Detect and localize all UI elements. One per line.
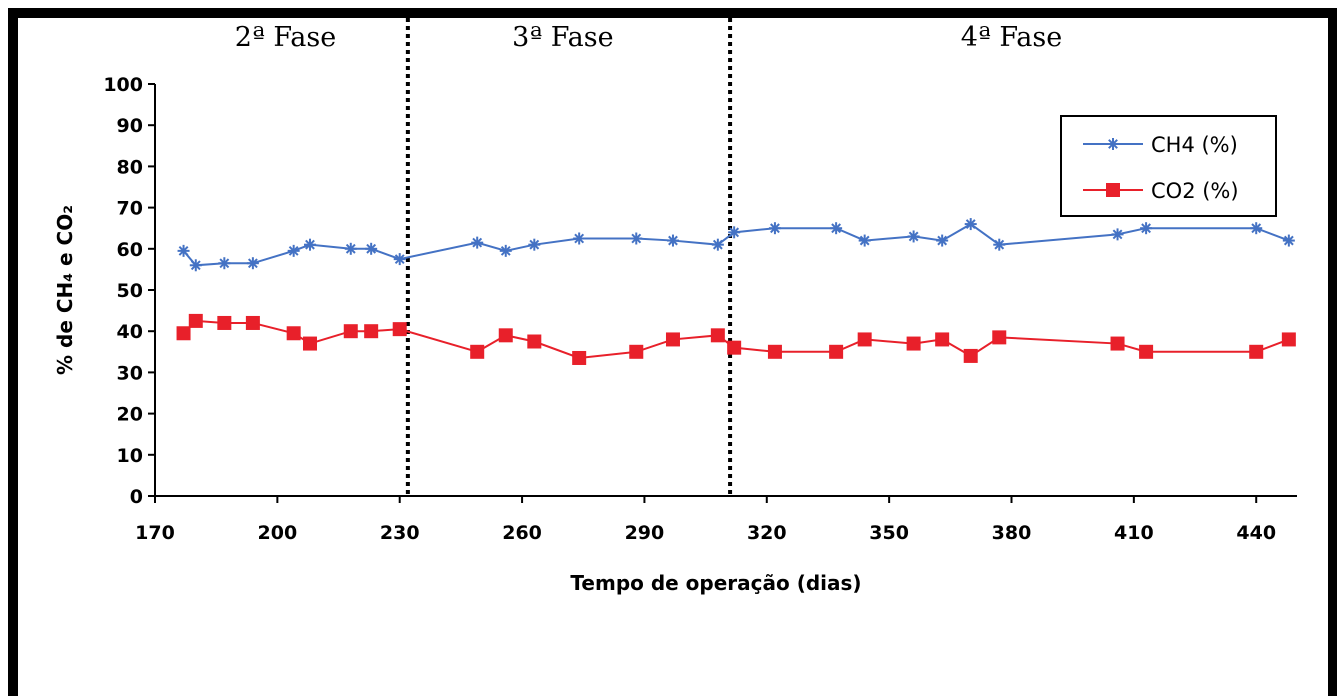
data-point [364, 324, 379, 339]
data-point [470, 344, 485, 359]
data-point [188, 313, 203, 328]
data-point [527, 334, 542, 349]
data-point [189, 259, 202, 272]
x-tick-label: 320 [747, 522, 787, 544]
legend: CH4 (%) CO2 (%) [1060, 115, 1277, 217]
data-point [830, 222, 843, 235]
data-point [303, 238, 316, 251]
x-tick-label: 410 [1114, 522, 1154, 544]
x-tick-label: 200 [258, 522, 298, 544]
data-point [498, 328, 513, 343]
series-2 [176, 313, 1296, 365]
data-point [629, 344, 644, 359]
y-tick-label: 80 [117, 156, 143, 178]
data-point [572, 350, 587, 365]
data-point [499, 244, 512, 257]
data-point [907, 230, 920, 243]
data-point [218, 257, 231, 270]
data-point [471, 236, 484, 249]
legend-entry: CO2 (%) [1083, 179, 1239, 203]
data-point [217, 315, 232, 330]
legend-label: CH4 (%) [1151, 133, 1238, 157]
data-point [1250, 222, 1263, 235]
data-point [246, 257, 259, 270]
y-tick-label: 20 [117, 404, 143, 426]
data-point [768, 222, 781, 235]
data-point [1110, 336, 1125, 351]
y-tick-label: 90 [117, 115, 143, 137]
data-point [728, 226, 741, 239]
x-axis-title: Tempo de operação (dias) [570, 571, 861, 595]
series-layer [176, 218, 1296, 365]
phase-boundaries [405, 18, 733, 496]
data-point [302, 336, 317, 351]
data-point [767, 344, 782, 359]
legend-marker [1106, 183, 1120, 197]
data-point [666, 234, 679, 247]
series-line [182, 222, 1290, 267]
data-point [1139, 344, 1154, 359]
data-point [1282, 234, 1295, 247]
y-tick-label: 10 [117, 445, 143, 467]
legend-marker [1107, 138, 1119, 150]
legend-entry: CH4 (%) [1083, 133, 1238, 157]
data-point [1140, 222, 1153, 235]
x-tick-label: 350 [869, 522, 909, 544]
phase-label: 3ª Fase [512, 22, 613, 53]
data-point [392, 322, 407, 337]
data-point [906, 336, 921, 351]
series-1 [177, 218, 1295, 272]
phase-labels: 2ª Fase 3ª Fase 4ª Fase [235, 22, 1062, 53]
data-point [286, 326, 301, 341]
phase-label: 2ª Fase [235, 22, 336, 53]
data-point [573, 232, 586, 245]
y-axis-title: % de CH₄ e CO₂ [53, 205, 77, 375]
data-point [1111, 228, 1124, 241]
y-tick-label: 40 [117, 321, 143, 343]
data-point [528, 238, 541, 251]
x-tick-label: 380 [992, 522, 1032, 544]
y-tick-label: 50 [117, 280, 143, 302]
data-point [1249, 344, 1264, 359]
data-point [630, 232, 643, 245]
data-point [829, 344, 844, 359]
y-tick-label: 0 [130, 486, 143, 508]
phase-label: 4ª Fase [961, 22, 1062, 53]
data-point [964, 218, 977, 231]
data-point [245, 315, 260, 330]
data-point [857, 332, 872, 347]
data-point [177, 244, 190, 257]
data-point [343, 324, 358, 339]
data-point [344, 242, 357, 255]
x-tick-label: 260 [502, 522, 542, 544]
x-tick-label: 440 [1236, 522, 1276, 544]
series-line [182, 319, 1290, 359]
y-tick-label: 60 [117, 239, 143, 261]
data-point [176, 326, 191, 341]
data-point [858, 234, 871, 247]
x-tick-label: 170 [135, 522, 175, 544]
y-tick-label: 70 [117, 198, 143, 220]
data-point [963, 348, 978, 363]
data-point [935, 332, 950, 347]
data-point [365, 242, 378, 255]
legend-label: CO2 (%) [1151, 179, 1239, 203]
data-point [665, 332, 680, 347]
x-tick-label: 290 [625, 522, 665, 544]
data-point [993, 238, 1006, 251]
data-point [710, 328, 725, 343]
axes: 0 10 20 30 40 50 60 70 80 90 100 170 200 230 260 290 320… [103, 74, 1297, 544]
data-point [1281, 332, 1296, 347]
x-tick-label: 230 [380, 522, 420, 544]
data-point [711, 238, 724, 251]
legend-box [1060, 115, 1277, 217]
y-tick-label: 30 [117, 362, 143, 384]
data-point [936, 234, 949, 247]
data-point [287, 244, 300, 257]
data-point [727, 340, 742, 355]
data-point [992, 330, 1007, 345]
data-point [393, 253, 406, 266]
y-tick-label: 100 [103, 74, 143, 96]
